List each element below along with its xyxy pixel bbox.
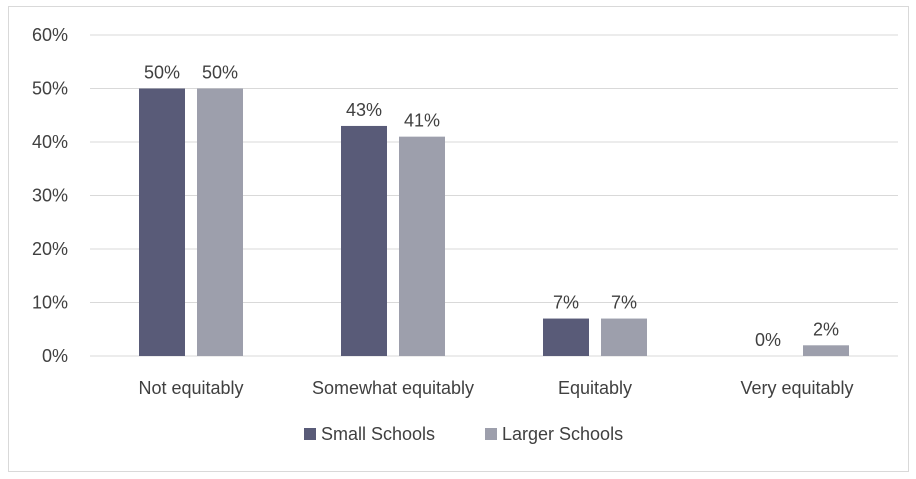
y-tick-label: 30% bbox=[32, 186, 68, 206]
x-tick-label: Very equitably bbox=[740, 378, 853, 398]
y-tick-label: 10% bbox=[32, 293, 68, 313]
y-tick-label: 60% bbox=[32, 25, 68, 45]
y-tick-label: 40% bbox=[32, 132, 68, 152]
bars bbox=[139, 88, 849, 356]
y-tick-label: 20% bbox=[32, 239, 68, 259]
bar-larger-schools bbox=[803, 345, 849, 356]
x-tick-label: Not equitably bbox=[138, 378, 243, 398]
x-axis-ticks: Not equitably Somewhat equitably Equitably… bbox=[138, 378, 853, 398]
legend-swatch bbox=[485, 428, 497, 440]
x-tick-label: Equitably bbox=[558, 378, 632, 398]
data-label: 7% bbox=[611, 293, 637, 313]
y-tick-label: 0% bbox=[42, 346, 68, 366]
bar-larger-schools bbox=[197, 88, 243, 356]
bar-larger-schools bbox=[601, 318, 647, 356]
data-label: 2% bbox=[813, 319, 839, 339]
legend-swatch bbox=[304, 428, 316, 440]
data-label: 41% bbox=[404, 111, 440, 131]
bar-small-schools bbox=[139, 88, 185, 356]
data-label: 7% bbox=[553, 293, 579, 313]
y-tick-label: 50% bbox=[32, 79, 68, 99]
x-tick-label: Somewhat equitably bbox=[312, 378, 474, 398]
bar-small-schools bbox=[341, 125, 387, 356]
legend-label: Larger Schools bbox=[502, 424, 623, 444]
legend: Small Schools Larger Schools bbox=[304, 424, 623, 444]
data-label: 50% bbox=[202, 63, 238, 83]
data-label: 43% bbox=[346, 100, 382, 120]
bar-larger-schools bbox=[399, 136, 445, 356]
y-axis-ticks: 0% 10% 20% 30% 40% 50% 60% bbox=[32, 25, 68, 366]
data-labels: 50% 50% 43% 41% 7% 7% 0% 2% bbox=[144, 63, 839, 351]
bar-small-schools bbox=[543, 318, 589, 356]
data-label: 0% bbox=[755, 330, 781, 350]
data-label: 50% bbox=[144, 63, 180, 83]
legend-label: Small Schools bbox=[321, 424, 435, 444]
